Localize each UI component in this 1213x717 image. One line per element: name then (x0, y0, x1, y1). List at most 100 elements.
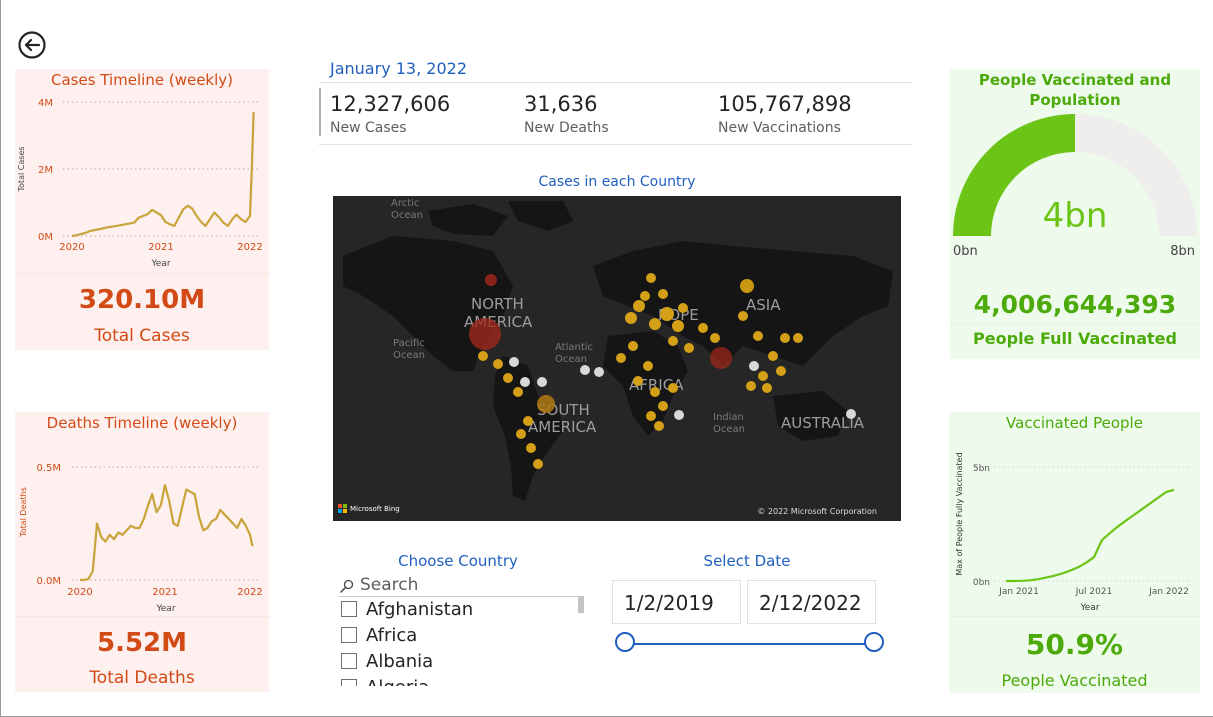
search-icon (340, 579, 354, 593)
vaccinated-population-title-1: People Vaccinated and (978, 71, 1172, 89)
map-bubble (646, 273, 656, 283)
new-vaccinations-label: New Vaccinations (718, 120, 841, 136)
cases-xtick: 2020 (59, 242, 84, 253)
country-search[interactable]: Search (339, 575, 579, 597)
checkbox[interactable] (341, 627, 357, 643)
kpi-left-accent (319, 88, 321, 136)
bing-label: Microsoft Bing (350, 505, 400, 513)
atlantic-ocean-label: Atlantic (555, 342, 593, 353)
date-range-start-handle[interactable] (615, 632, 635, 652)
total-deaths-label: Total Deaths (89, 668, 195, 688)
gauge-max: 8bn (1170, 244, 1195, 259)
map-bubble (650, 387, 660, 397)
deaths-xlabel: Year (155, 604, 175, 614)
country-item[interactable]: Algeria (341, 677, 429, 686)
map-bubble (533, 459, 543, 469)
deaths-series-line (80, 484, 254, 582)
map-bubble (740, 279, 754, 293)
map-bubble (478, 351, 488, 361)
map-bubble (520, 377, 530, 387)
deaths-ytick: 0.0M (36, 576, 61, 587)
country-item[interactable]: Albania (341, 651, 433, 672)
map-bubble (654, 421, 664, 431)
cases-ytick: 0M (38, 232, 53, 243)
deaths-xtick: 2020 (67, 587, 92, 598)
map-bubble (523, 416, 533, 426)
checkbox[interactable] (341, 653, 357, 669)
vaccinated-people-separator (949, 616, 1200, 617)
indian-ocean-label: Indian (713, 412, 744, 423)
country-item[interactable]: Afghanistan (341, 599, 473, 620)
vaccinated-series-line (1006, 488, 1175, 583)
country-item[interactable]: Africa (341, 624, 418, 646)
map-bubble (768, 351, 778, 361)
map-bubble (580, 365, 590, 375)
cases-map[interactable]: Arctic Ocean Pacific Ocean Atlantic Ocea… (333, 196, 901, 521)
map-bubble (674, 410, 684, 420)
back-button[interactable] (18, 31, 46, 59)
vaccinated-population-card: People Vaccinated and Population 4bn 0bn… (950, 69, 1200, 359)
new-cases-value: 12,327,606 (330, 92, 451, 116)
vaccinated-xtick: Jul 2021 (1075, 587, 1113, 597)
map-bubble (469, 318, 501, 350)
map-bubble (698, 323, 708, 333)
slicer-scrollbar-thumb[interactable] (578, 596, 584, 613)
ocean-labels: Arctic Ocean Pacific Ocean Atlantic Ocea… (391, 198, 745, 435)
cases-line-chart: Total Cases 4M 2M 0M 2020 2021 2022 Year (17, 98, 263, 269)
checkbox[interactable] (341, 679, 357, 686)
cases-separator (15, 273, 269, 274)
map-bubble (710, 347, 732, 369)
current-date: January 13, 2022 (330, 59, 467, 78)
map-bubble (628, 341, 638, 351)
arctic-ocean-label: Ocean (391, 210, 423, 221)
map-bubble (509, 357, 519, 367)
map-bubble (660, 307, 674, 321)
map-bubble (684, 343, 694, 353)
vaccinated-population-title-2: Population (1029, 91, 1121, 109)
map-bubble (658, 289, 668, 299)
start-date-input[interactable]: 1/2/2019 (612, 580, 741, 624)
percent-vaccinated-label: People Vaccinated (1001, 671, 1148, 690)
total-cases-label: Total Cases (94, 326, 190, 346)
map-bubble (633, 376, 643, 386)
map-bubble (493, 359, 503, 369)
full-vaccinated-value: 4,006,644,393 (973, 290, 1177, 319)
vaccinated-people-title: Vaccinated People (1006, 414, 1143, 432)
map-bubble (780, 333, 790, 343)
world-map-svg: Arctic Ocean Pacific Ocean Atlantic Ocea… (333, 196, 901, 521)
date-range-track[interactable] (626, 643, 874, 645)
map-bubble (738, 311, 748, 321)
end-date-input[interactable]: 2/12/2022 (747, 580, 876, 624)
country-item-label: Africa (366, 624, 418, 646)
bing-logo (338, 504, 347, 513)
cases-xtick: 2021 (148, 242, 173, 253)
new-cases-label: New Cases (330, 120, 407, 136)
checkbox[interactable] (341, 601, 357, 617)
date-range-end-handle[interactable] (864, 632, 884, 652)
pacific-ocean-label: Pacific (393, 338, 425, 349)
gauge-value: 4bn (1043, 196, 1108, 236)
map-bubble (762, 383, 772, 393)
country-item-label: Algeria (366, 677, 429, 687)
percent-vaccinated-value: 50.9% (1025, 628, 1124, 661)
map-bubble (537, 395, 555, 413)
country-list: Afghanistan Africa Albania Algeria (333, 598, 585, 686)
cases-card: Cases Timeline (weekly) Total Cases 4M 2… (15, 69, 269, 350)
gauge-fill (953, 114, 1075, 236)
vaccinated-ylabel: Max of People Fully Vaccinated (955, 452, 964, 575)
map-bubble (633, 300, 645, 312)
north-america-label: NORTH (471, 295, 524, 313)
vaccinated-ytick: 5bn (973, 464, 990, 474)
australia-label: AUSTRALIA (781, 414, 865, 432)
new-deaths-value: 31,636 (524, 92, 598, 116)
total-cases-value: 320.10M (78, 285, 206, 315)
vaccinated-people-card: Vaccinated People Max of People Fully Va… (949, 412, 1200, 693)
map-bubble (625, 312, 637, 324)
deaths-xtick: 2021 (152, 587, 177, 598)
vaccination-separator (950, 323, 1200, 324)
country-slicer-title: Choose Country (398, 552, 518, 570)
search-placeholder: Search (360, 575, 419, 595)
cases-card-title: Cases Timeline (weekly) (51, 71, 233, 89)
cases-ylabel: Total Cases (17, 147, 26, 193)
asia-label: ASIA (746, 296, 781, 314)
